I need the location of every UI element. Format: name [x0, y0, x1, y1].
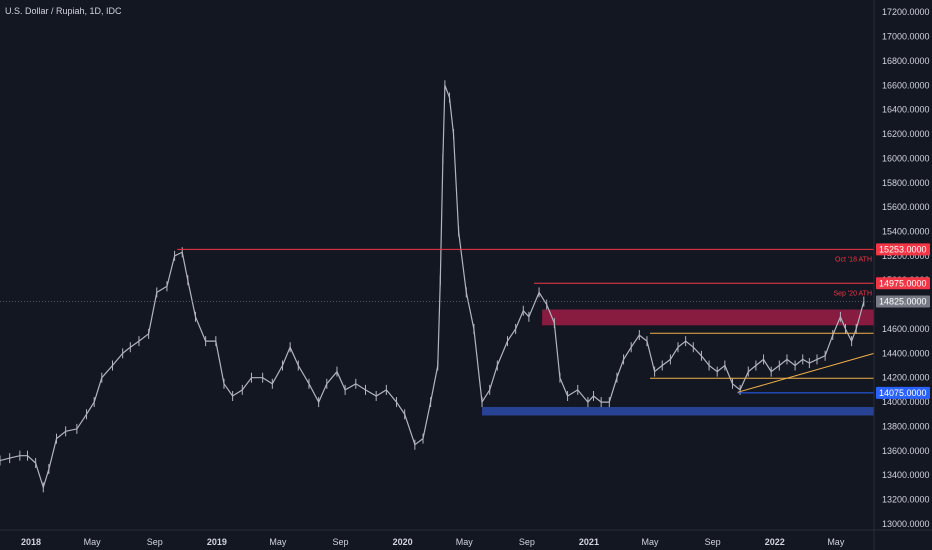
y-tick-label: 13600.0000 — [882, 446, 930, 456]
last-price-tag — [876, 295, 930, 308]
x-tick-label: 2018 — [21, 537, 41, 547]
y-tick-label: 15800.0000 — [882, 178, 930, 188]
x-tick-label: May — [84, 537, 102, 547]
x-tick-label: Sep — [705, 537, 721, 547]
chart-title: U.S. Dollar / Rupiah, 1D, IDC — [5, 6, 122, 16]
y-tick-label: 17000.0000 — [882, 32, 930, 42]
y-tick-label: 16200.0000 — [882, 129, 930, 139]
x-tick-label: 2022 — [765, 537, 785, 547]
y-tick-label: 16800.0000 — [882, 56, 930, 66]
x-tick-label: May — [269, 537, 287, 547]
y-tick-label: 14000.0000 — [882, 397, 930, 407]
x-tick-label: 2020 — [393, 537, 413, 547]
level-1-tag-label: 14975.0000 — [879, 278, 927, 288]
y-tick-label: 14400.0000 — [882, 348, 930, 358]
x-tick-label: Sep — [147, 537, 163, 547]
y-tick-label: 13400.0000 — [882, 470, 930, 480]
y-tick-label: 14600.0000 — [882, 324, 930, 334]
x-tick-label: 2019 — [207, 537, 227, 547]
trendline[interactable] — [737, 352, 875, 393]
y-tick-label: 15600.0000 — [882, 202, 930, 212]
level-6-tag-label: 14075.0000 — [879, 388, 927, 398]
level-1-tag — [876, 277, 930, 290]
y-tick-label: 16600.0000 — [882, 80, 930, 90]
y-tick-label: 17200.0000 — [882, 7, 930, 17]
x-tick-label: 2021 — [579, 537, 599, 547]
last-price-tag-label: 14825.0000 — [879, 297, 927, 307]
zone-0 — [542, 309, 874, 326]
x-tick-label: May — [642, 537, 660, 547]
level-note-0: Oct '18 ATH — [835, 256, 872, 263]
x-tick-label: Sep — [333, 537, 349, 547]
y-tick-label: 14200.0000 — [882, 373, 930, 383]
y-tick-label: 16000.0000 — [882, 153, 930, 163]
level-6-tag — [876, 386, 930, 399]
y-tick-label: 15400.0000 — [882, 226, 930, 236]
y-tick-label: 15200.0000 — [882, 251, 930, 261]
y-tick-label: 13200.0000 — [882, 495, 930, 505]
level-0-tag — [876, 243, 930, 256]
level-note-1: Sep '20 ATH — [833, 290, 872, 297]
zone-1 — [482, 406, 874, 416]
level-0-tag-label: 15253.0000 — [879, 244, 927, 254]
y-tick-label: 16400.0000 — [882, 105, 930, 115]
y-tick-label: 13800.0000 — [882, 421, 930, 431]
x-tick-label: May — [827, 537, 845, 547]
x-tick-label: Sep — [519, 537, 535, 547]
y-tick-label: 13000.0000 — [882, 519, 930, 529]
x-tick-label: May — [456, 537, 474, 547]
